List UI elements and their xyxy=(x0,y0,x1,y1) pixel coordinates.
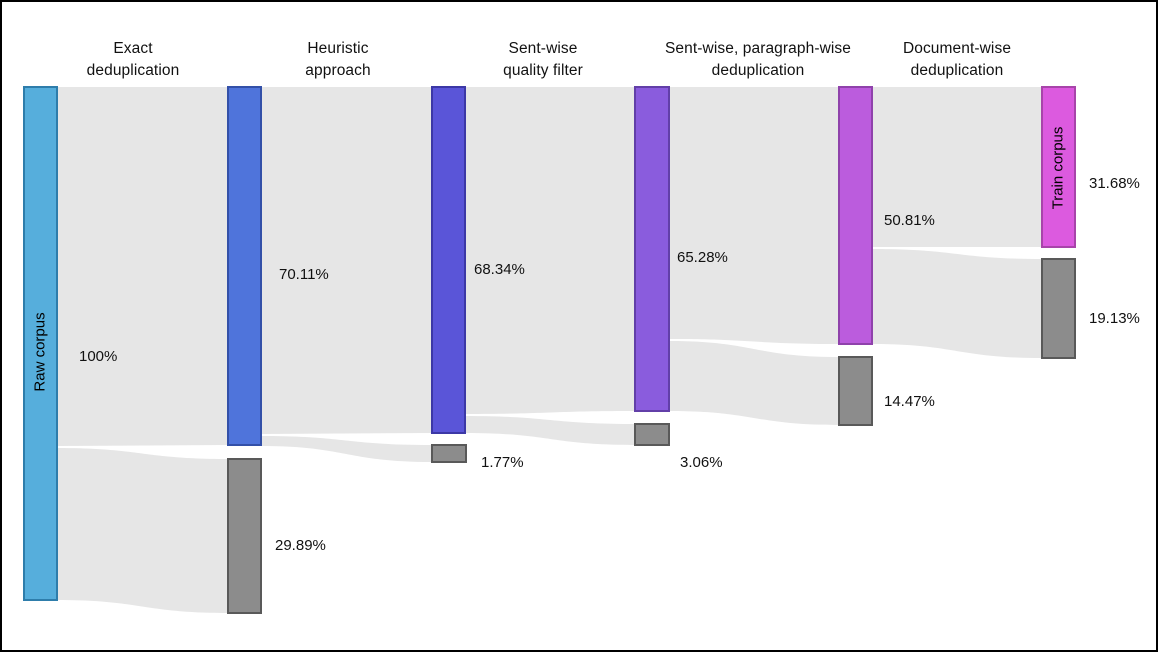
stage-header-heuristic-approach: Heuristic approach xyxy=(223,38,453,82)
flow-qualityfilter-removed xyxy=(465,416,635,445)
stage-header-exact-deduplication: Exact deduplication xyxy=(18,38,248,82)
node-after-exact-dedup xyxy=(227,86,262,446)
stage-header-quality-filter: Sent-wise quality filter xyxy=(428,38,658,82)
stage-header-line1: Exact xyxy=(113,40,153,57)
pct-label-kept-quality-filter: 65.28% xyxy=(677,249,728,266)
flow-qualityfilter-kept xyxy=(465,87,635,414)
pct-label-removed-heuristic: 1.77% xyxy=(481,454,524,471)
node-after-quality-filter xyxy=(634,86,670,412)
node-removed-doc-dedup xyxy=(1041,258,1076,359)
pct-label-removed-quality-filter: 3.06% xyxy=(680,454,723,471)
stage-header-line2: approach xyxy=(305,62,371,79)
node-after-heuristic xyxy=(431,86,466,434)
pct-label-raw-100: 100% xyxy=(79,348,118,365)
flow-heuristic-kept xyxy=(261,87,432,434)
flow-raw-to-exactdedup-kept xyxy=(57,87,228,446)
node-label-raw-corpus: Raw corpus xyxy=(31,312,49,392)
node-label-train-corpus: Train corpus xyxy=(1049,126,1067,210)
stage-header-line2: quality filter xyxy=(503,62,583,79)
stage-header-sentpara-deduplication: Sent-wise, paragraph-wise deduplication xyxy=(622,38,894,82)
node-removed-heuristic xyxy=(431,444,467,463)
stage-header-line1: Sent-wise, paragraph-wise xyxy=(664,40,851,57)
pct-label-removed-exact-dedup: 29.89% xyxy=(275,537,326,554)
node-raw-corpus xyxy=(23,86,58,601)
pct-label-removed-doc-dedup: 19.13% xyxy=(1089,310,1140,327)
node-group xyxy=(23,86,1076,614)
stage-header-line1: Heuristic xyxy=(307,40,369,57)
stage-header-line2: deduplication xyxy=(86,62,180,79)
stage-header-line2: deduplication xyxy=(711,62,805,79)
node-removed-exact-dedup xyxy=(227,458,262,614)
flow-raw-to-exactdedup-removed xyxy=(57,448,228,613)
node-removed-sentpara-dedup xyxy=(838,356,873,426)
stage-header-line2: deduplication xyxy=(910,62,1004,79)
flow-sentparadedup-removed xyxy=(669,341,839,425)
stage-header-document-deduplication: Document-wise deduplication xyxy=(842,38,1072,82)
stage-header-line1: Document-wise xyxy=(902,40,1012,57)
stage-header-line1: Sent-wise xyxy=(508,40,578,57)
flow-group xyxy=(57,87,1042,613)
flow-heuristic-removed xyxy=(261,436,432,462)
flow-sentparadedup-kept xyxy=(669,87,839,344)
pct-label-kept-heuristic: 68.34% xyxy=(474,261,525,278)
pct-label-kept-exact-dedup: 70.11% xyxy=(279,266,329,283)
flow-docdedup-kept xyxy=(872,87,1042,247)
node-train-corpus xyxy=(1041,86,1076,248)
flow-docdedup-removed xyxy=(872,249,1042,358)
node-after-sentpara-dedup xyxy=(838,86,873,345)
pct-label-kept-doc-dedup: 31.68% xyxy=(1089,175,1140,192)
pct-label-removed-sentpara-dedup: 14.47% xyxy=(884,393,935,410)
pct-label-kept-sentpara-dedup: 50.81% xyxy=(884,212,935,229)
node-removed-quality-filter xyxy=(634,423,670,446)
